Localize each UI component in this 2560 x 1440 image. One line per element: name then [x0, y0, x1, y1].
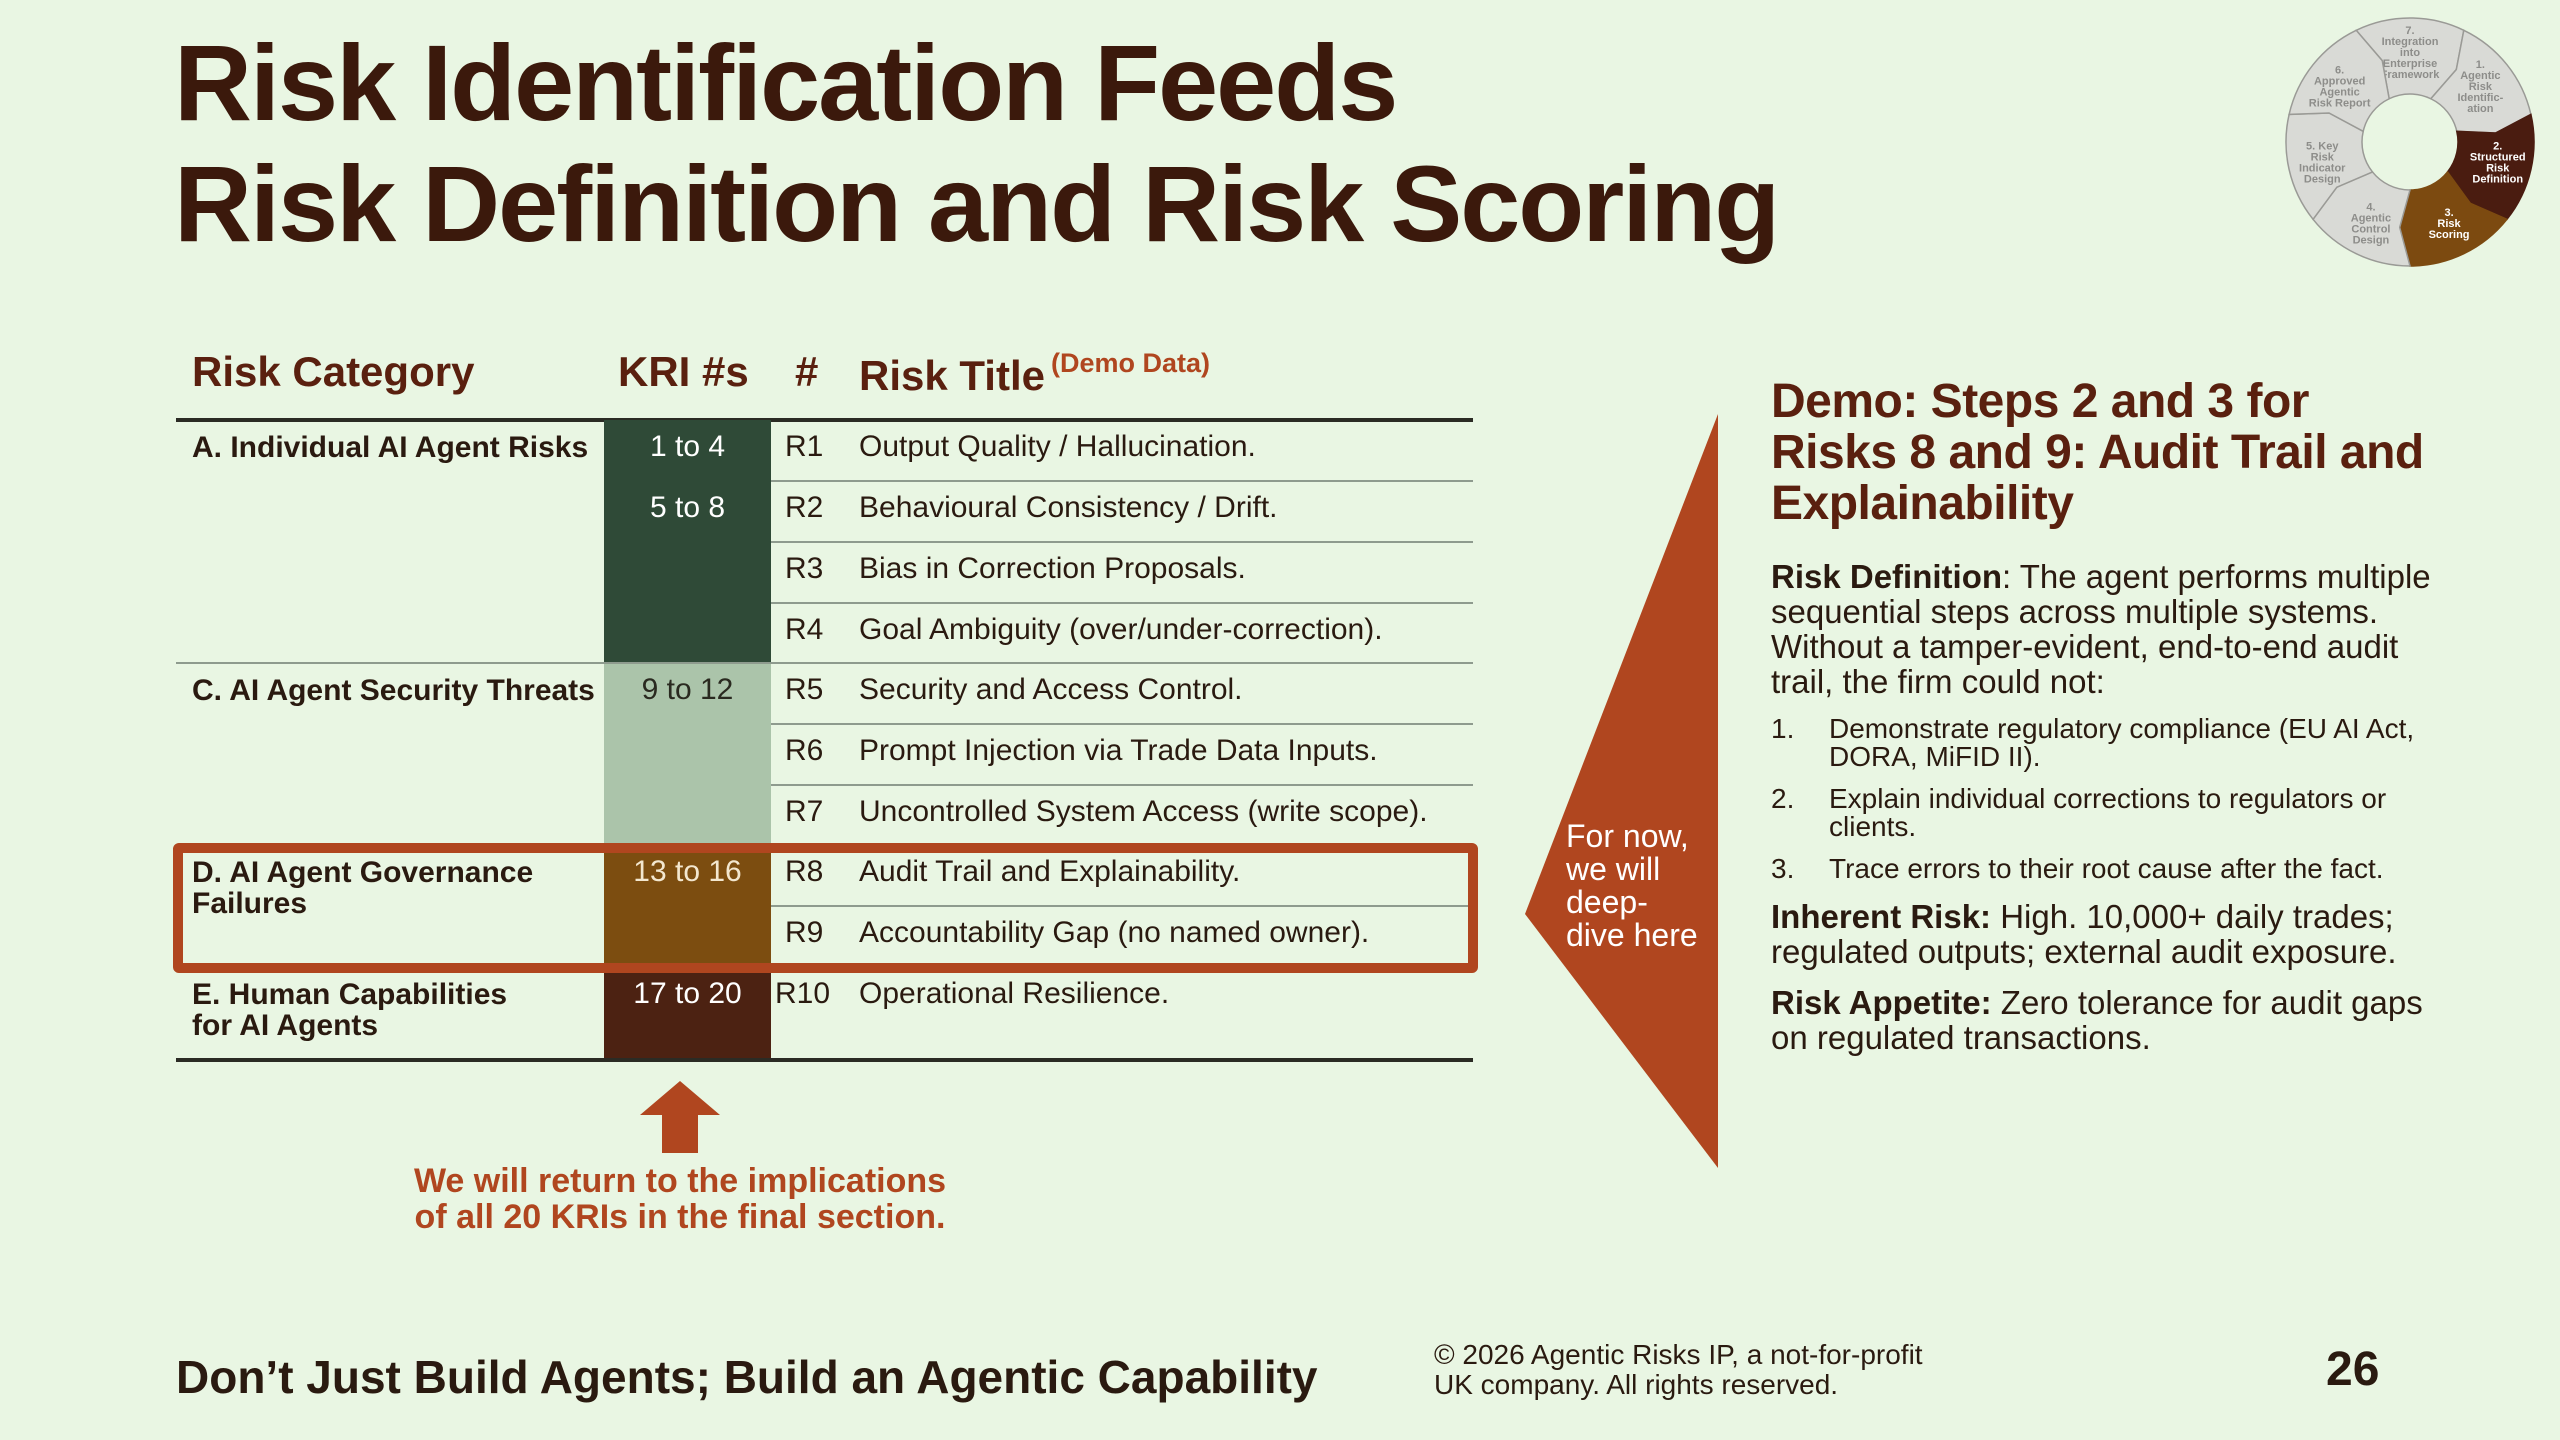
footer-tagline: Don’t Just Build Agents; Build an Agenti… [176, 1351, 1318, 1403]
cycle-segment-label: 4. Agentic Control Design [2351, 202, 2391, 247]
risk-title: Behavioural Consistency / Drift. [859, 491, 1278, 524]
demo-data-note: (Demo Data) [1050, 348, 1210, 378]
kri-range: 9 to 12 [641, 673, 734, 706]
risk-id: R8 [785, 855, 824, 888]
header-risk-title: Risk Title (Demo Data) [859, 348, 1210, 400]
title-line-1: Risk Identification Feeds [174, 22, 1398, 143]
pointer-triangle [1525, 414, 1718, 1168]
item-number: 3. [1771, 853, 1795, 884]
risk-title: Security and Access Control. [859, 673, 1243, 706]
cycle-segment-label: 7. Integration into Enterprise Framework [2381, 25, 2441, 81]
kri-range: 1 to 4 [649, 430, 726, 463]
risk-title: Output Quality / Hallucination. [859, 430, 1256, 463]
footer-copyright: © 2026 Agentic Risks IP, a not-for-profi… [1434, 1340, 1923, 1400]
risk-title: Operational Resilience. [859, 977, 1170, 1010]
cycle-segment-label: 5. Key Risk Indicator Design [2299, 141, 2346, 186]
category-c: C. AI Agent Security Threats [192, 674, 595, 707]
risk-definition: Risk Definition: The agent performs mult… [1771, 559, 2431, 699]
row-divider [771, 602, 1473, 604]
item-text: Demonstrate regulatory compliance (EU AI… [1829, 713, 2415, 772]
kri-fill-c [604, 663, 771, 845]
inherent-label: Inherent Risk: [1771, 898, 1992, 935]
kri-range: 5 to 8 [649, 491, 726, 524]
note-line-2: of all 20 KRIs in the final section. [414, 1198, 946, 1236]
slide-title: Risk Identification Feeds Risk Definitio… [174, 22, 1780, 264]
header-number: # [795, 348, 819, 395]
pointer-line: dive here [1566, 917, 1698, 953]
row-divider [771, 541, 1473, 543]
table-bottom-rule [176, 1058, 1473, 1062]
risk-id: R10 [775, 977, 831, 1010]
list-item: 2. Explain individual corrections to regu… [1771, 785, 2431, 841]
up-arrow-icon [640, 1081, 720, 1153]
page-number: 26 [2326, 1343, 2380, 1396]
header-kri: KRI #s [618, 348, 749, 395]
item-number: 2. [1771, 783, 1795, 814]
copyright-line-1: © 2026 Agentic Risks IP, a not-for-profi… [1434, 1339, 1923, 1370]
kri-fill-a [604, 420, 771, 663]
risk-title: Goal Ambiguity (over/under-correction). [859, 613, 1383, 646]
cycle-segment-label: 1. Agentic Risk Identific-ation [2457, 59, 2503, 115]
pointer-line: deep- [1566, 884, 1648, 920]
row-divider [771, 784, 1473, 786]
consequence-list: 1. Demonstrate regulatory compliance (EU … [1771, 715, 2431, 883]
cycle-segment-label: 6. Approved Agentic Risk Report [2309, 64, 2371, 109]
category-d: D. AI Agent Governance Failures [192, 856, 534, 920]
definition-label: Risk Definition [1771, 558, 2003, 595]
pointer-line: we will [1566, 851, 1661, 887]
cycle-segment [2288, 29, 2391, 133]
definition-text: : The agent performs multiple sequential… [1771, 558, 2431, 700]
risk-title: Uncontrolled System Access (write scope)… [859, 795, 1428, 828]
kri-fill-e [604, 967, 771, 1060]
risk-id: R7 [785, 795, 824, 828]
item-text: Trace errors to their root cause after t… [1829, 853, 2384, 884]
risk-title: Bias in Correction Proposals. [859, 552, 1246, 585]
return-note: We will return to the implications of al… [340, 1163, 1020, 1235]
kri-fill-d [604, 845, 771, 967]
risk-process-cycle-diagram: 7. Integration into Enterprise Framework 1. Ag… [2285, 17, 2535, 267]
demo-panel: Demo: Steps 2 and 3 for Risks 8 and 9: A… [1771, 376, 2431, 1071]
risk-title: Accountability Gap (no named owner). [859, 916, 1370, 949]
risk-title: Prompt Injection via Trade Data Inputs. [859, 734, 1378, 767]
risk-title: Audit Trail and Explainability. [859, 855, 1241, 888]
item-number: 1. [1771, 713, 1795, 744]
list-item: 3. Trace errors to their root cause after… [1771, 855, 2431, 883]
deep-dive-label: For now, we will deep- dive here [1566, 820, 1698, 952]
focus-highlight-box [173, 843, 1478, 973]
kri-range: 17 to 20 [633, 977, 742, 1010]
header-rule [176, 418, 1473, 422]
cycle-segment-label: 3. Risk Scoring [2429, 207, 2470, 241]
row-divider [771, 480, 1473, 482]
risk-appetite: Risk Appetite: Zero tolerance for audit … [1771, 985, 2431, 1055]
risk-id: R9 [785, 916, 824, 949]
list-item: 1. Demonstrate regulatory compliance (EU … [1771, 715, 2431, 771]
row-divider [771, 723, 1473, 725]
risk-id: R2 [785, 491, 824, 524]
cycle-segment-label: 2. Structured Risk Definition [2470, 141, 2526, 186]
pointer-line: For now, [1566, 818, 1689, 854]
item-text: Explain individual corrections to regula… [1829, 783, 2387, 842]
panel-heading: Demo: Steps 2 and 3 for Risks 8 and 9: A… [1771, 375, 2424, 530]
risk-id: R4 [785, 613, 824, 646]
category-a: A. Individual AI Agent Risks [192, 431, 589, 464]
note-line-1: We will return to the implications [413, 1162, 947, 1200]
kri-range: 13 to 16 [633, 855, 742, 888]
risk-id: R5 [785, 673, 824, 706]
category-divider [176, 662, 1473, 664]
copyright-line-2: UK company. All rights reserved. [1434, 1369, 1839, 1400]
inherent-risk: Inherent Risk: High. 10,000+ daily trade… [1771, 899, 2431, 969]
risk-title-label: Risk Title [859, 352, 1045, 399]
category-e: E. Human Capabilities for AI Agents [192, 978, 508, 1042]
appetite-label: Risk Appetite: [1771, 984, 1992, 1021]
risk-id: R6 [785, 734, 824, 767]
risk-id: R1 [785, 430, 824, 463]
row-divider [771, 905, 1473, 907]
inherent-text: High. 10,000+ daily trades; regulated ou… [1771, 898, 2397, 970]
risk-id: R3 [785, 552, 824, 585]
appetite-text: Zero tolerance for audit gaps on regulat… [1771, 984, 2423, 1056]
header-risk-category: Risk Category [192, 348, 475, 395]
title-line-2: Risk Definition and Risk Scoring [174, 143, 1780, 264]
